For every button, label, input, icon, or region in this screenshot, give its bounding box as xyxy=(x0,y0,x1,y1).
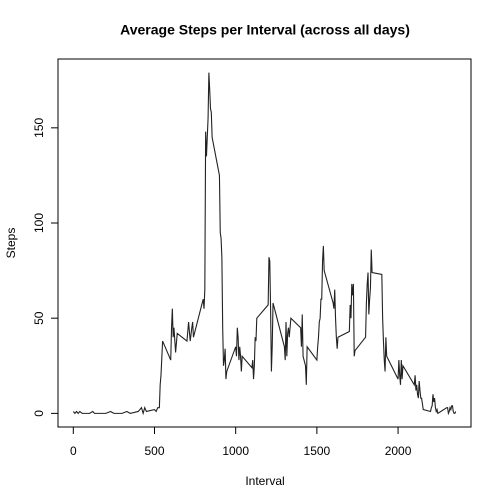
y-tick-label: 150 xyxy=(32,118,46,138)
chart-title: Average Steps per Interval (across all d… xyxy=(120,22,410,38)
y-axis-label: Steps xyxy=(4,228,18,259)
x-tick-label: 1500 xyxy=(304,444,331,458)
x-tick-label: 500 xyxy=(144,444,164,458)
x-tick-label: 0 xyxy=(70,444,77,458)
y-tick-label: 100 xyxy=(32,213,46,233)
x-axis-label: Interval xyxy=(245,474,284,488)
x-tick-label: 2000 xyxy=(385,444,412,458)
plot-box xyxy=(57,58,472,428)
y-tick-label: 0 xyxy=(32,410,46,417)
x-tick-label: 1000 xyxy=(222,444,249,458)
y-tick-label: 50 xyxy=(32,311,46,325)
data-line xyxy=(72,72,457,416)
